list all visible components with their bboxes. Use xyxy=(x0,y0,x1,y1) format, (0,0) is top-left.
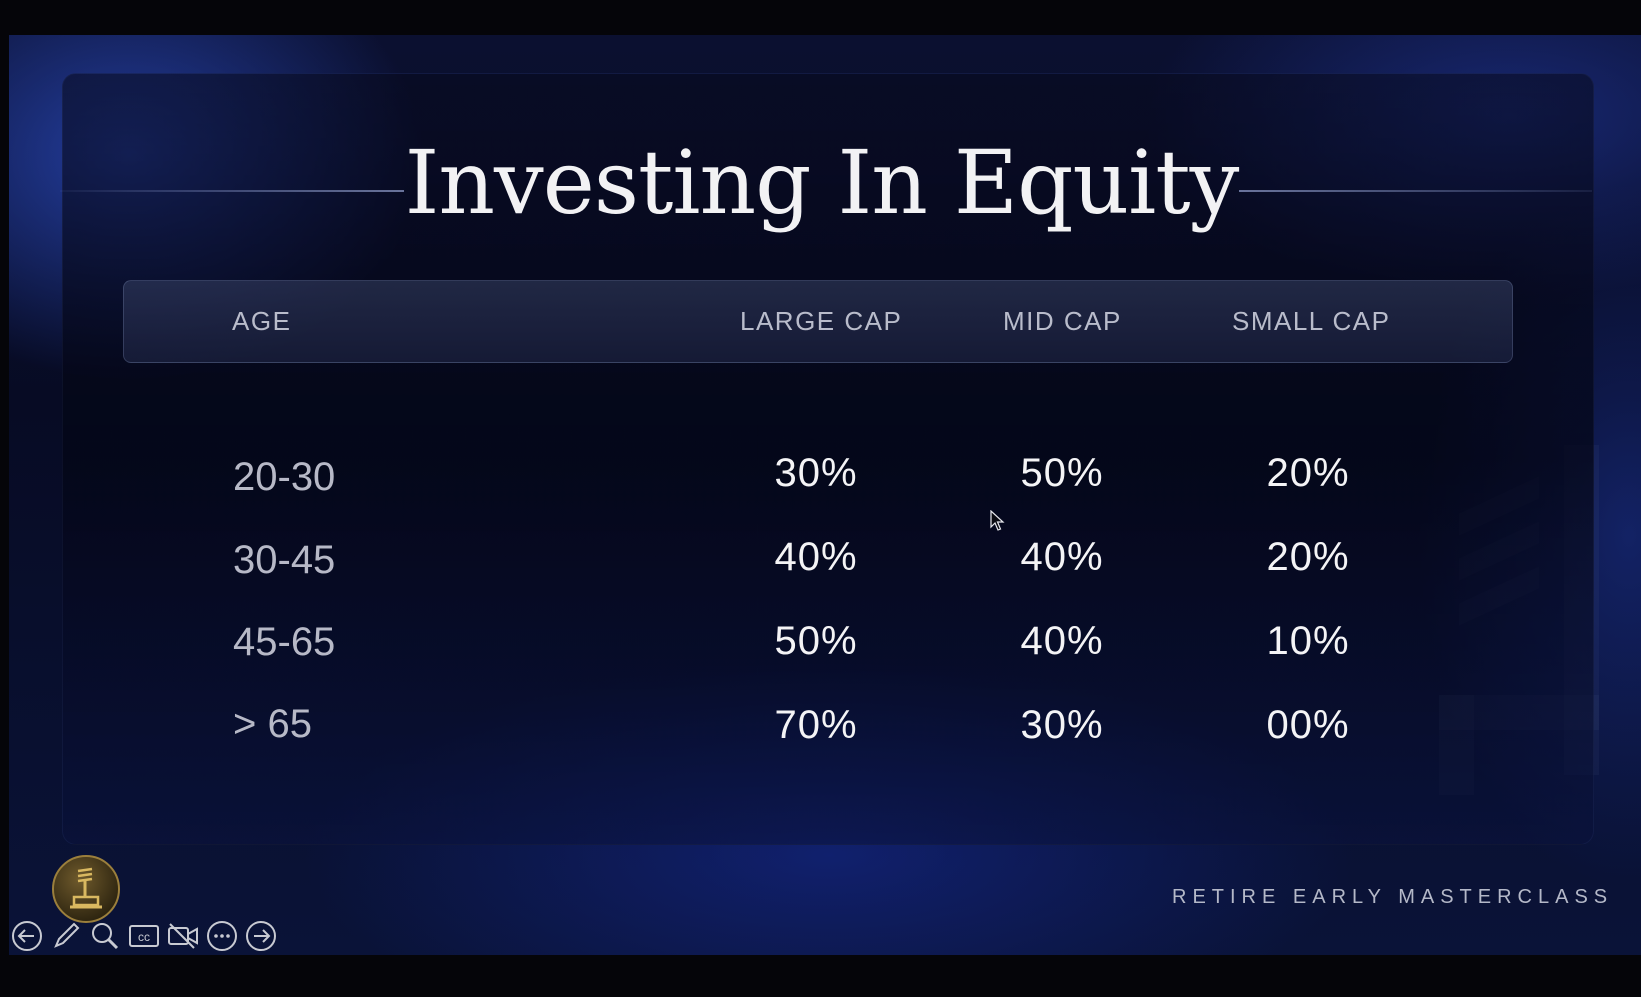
closed-captions-icon[interactable]: cc xyxy=(127,919,161,953)
header-large-cap: LARGE CAP xyxy=(740,306,903,336)
header-mid-cap: MID CAP xyxy=(1003,306,1122,336)
svg-text:cc: cc xyxy=(138,930,150,944)
slide-title: Investing In Equity xyxy=(404,131,1240,234)
table-row-age: 20-30 xyxy=(233,455,336,499)
zoom-icon[interactable] xyxy=(88,919,122,953)
table-header xyxy=(123,280,1513,363)
next-slide-icon[interactable] xyxy=(244,919,278,953)
table-row-age: 45-65 xyxy=(233,620,336,664)
table-cell-large-cap: 30% xyxy=(774,451,858,495)
table-cell-mid-cap: 40% xyxy=(1020,535,1104,579)
table-row-age: > 65 xyxy=(233,702,312,746)
table-cell-small-cap: 00% xyxy=(1266,703,1350,747)
table-row-age: 30-45 xyxy=(233,538,336,582)
table-cell-small-cap: 20% xyxy=(1266,535,1350,579)
mouse-cursor-icon xyxy=(990,510,1005,531)
brand-footer: RETIRE EARLY MASTERCLASS xyxy=(1172,886,1614,908)
header-age: AGE xyxy=(232,306,292,336)
table-cell-small-cap: 20% xyxy=(1266,451,1350,495)
table-cell-mid-cap: 50% xyxy=(1020,451,1104,495)
table-cell-large-cap: 70% xyxy=(774,703,858,747)
presenter-logo xyxy=(52,855,120,923)
previous-slide-icon[interactable] xyxy=(10,919,44,953)
content-panel xyxy=(62,73,1594,845)
table-cell-small-cap: 10% xyxy=(1266,619,1350,663)
more-options-icon[interactable] xyxy=(205,919,239,953)
title-divider-left xyxy=(60,190,404,192)
header-small-cap: SMALL CAP xyxy=(1232,306,1391,336)
table-cell-large-cap: 50% xyxy=(774,619,858,663)
table-cell-mid-cap: 30% xyxy=(1020,703,1104,747)
table-cell-large-cap: 40% xyxy=(774,535,858,579)
camera-off-icon[interactable] xyxy=(166,919,200,953)
title-divider-right xyxy=(1239,190,1592,192)
slide xyxy=(9,35,1641,955)
trophy-icon xyxy=(70,867,102,909)
pen-icon[interactable] xyxy=(49,919,83,953)
table-cell-mid-cap: 40% xyxy=(1020,619,1104,663)
